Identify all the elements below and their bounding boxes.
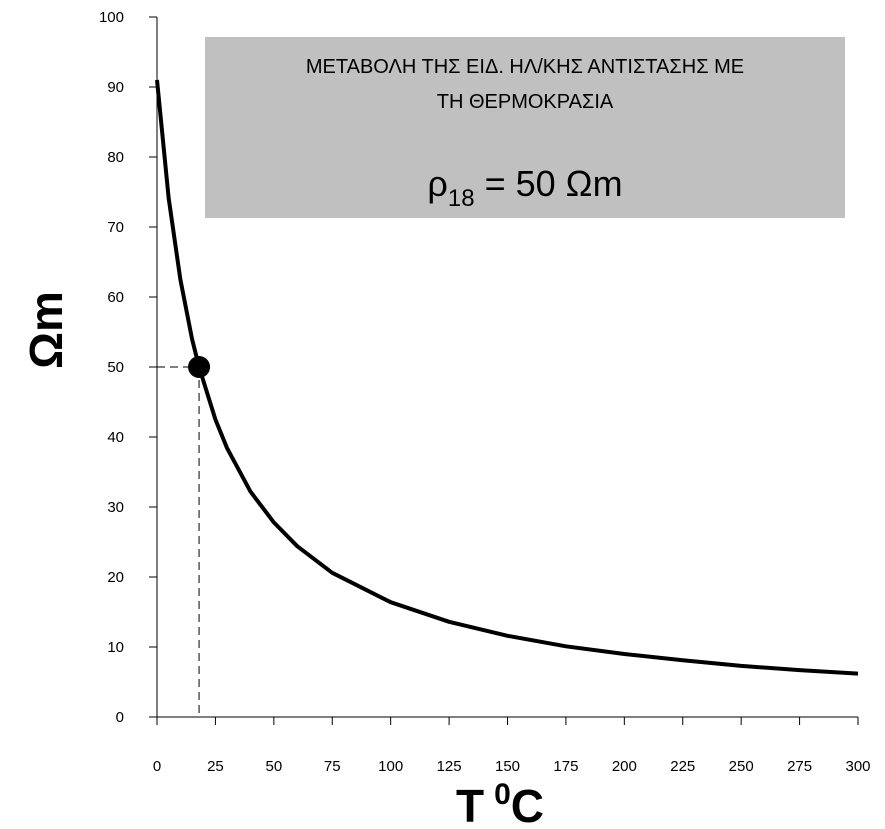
x-tick-label: 50 (265, 758, 282, 775)
y-tick-label: 10 (107, 639, 124, 656)
x-tick-label: 275 (787, 758, 812, 775)
y-tick-label: 20 (107, 569, 124, 586)
x-tick-label: 75 (324, 758, 341, 775)
x-label-unit: C (511, 780, 544, 829)
y-tick-label: 70 (107, 219, 124, 236)
y-tick-label: 30 (107, 499, 124, 516)
x-tick-label: 25 (207, 758, 224, 775)
y-tick-label: 40 (107, 429, 124, 446)
annotation: ρ18 = 50 Ωm (427, 163, 622, 212)
chart-title: ΤΗ ΘΕΡΜΟΚΡΑΣΙΑ (437, 91, 614, 113)
y-tick-label: 80 (107, 149, 124, 166)
x-tick-label: 250 (729, 758, 754, 775)
x-tick-label: 300 (845, 758, 870, 775)
x-tick-label: 100 (378, 758, 403, 775)
x-tick-label: 0 (153, 758, 161, 775)
x-tick-label: 200 (612, 758, 637, 775)
x-label-text: T (456, 780, 484, 829)
y-tick-label: 60 (107, 289, 124, 306)
annotation-text: = 50 Ωm (485, 163, 623, 204)
x-tick-label: 150 (495, 758, 520, 775)
x-tick-label: 225 (670, 758, 695, 775)
annotation-symbol: ρ (427, 163, 447, 204)
chart-title: ΜΕΤΑΒΟΛΗ ΤΗΣ ΕΙΔ. ΗΛ/ΚΗΣ ΑΝΤΙΣΤΑΣΗΣ ΜΕ (306, 56, 744, 78)
highlight-point (188, 356, 211, 378)
annotation-subscript: 18 (448, 185, 475, 212)
y-tick-label: 50 (107, 359, 124, 376)
x-tick-label: 175 (553, 758, 578, 775)
y-axis-label: Ωm (20, 291, 72, 369)
x-axis-label: T 0C (456, 778, 544, 829)
title-box (205, 37, 845, 218)
y-tick-label: 90 (107, 79, 124, 96)
line-series (155, 79, 859, 676)
y-tick-label: 100 (99, 9, 124, 26)
x-tick-label: 125 (437, 758, 462, 775)
x-label-superscript: 0 (494, 778, 511, 811)
y-tick-label: 0 (116, 709, 124, 726)
